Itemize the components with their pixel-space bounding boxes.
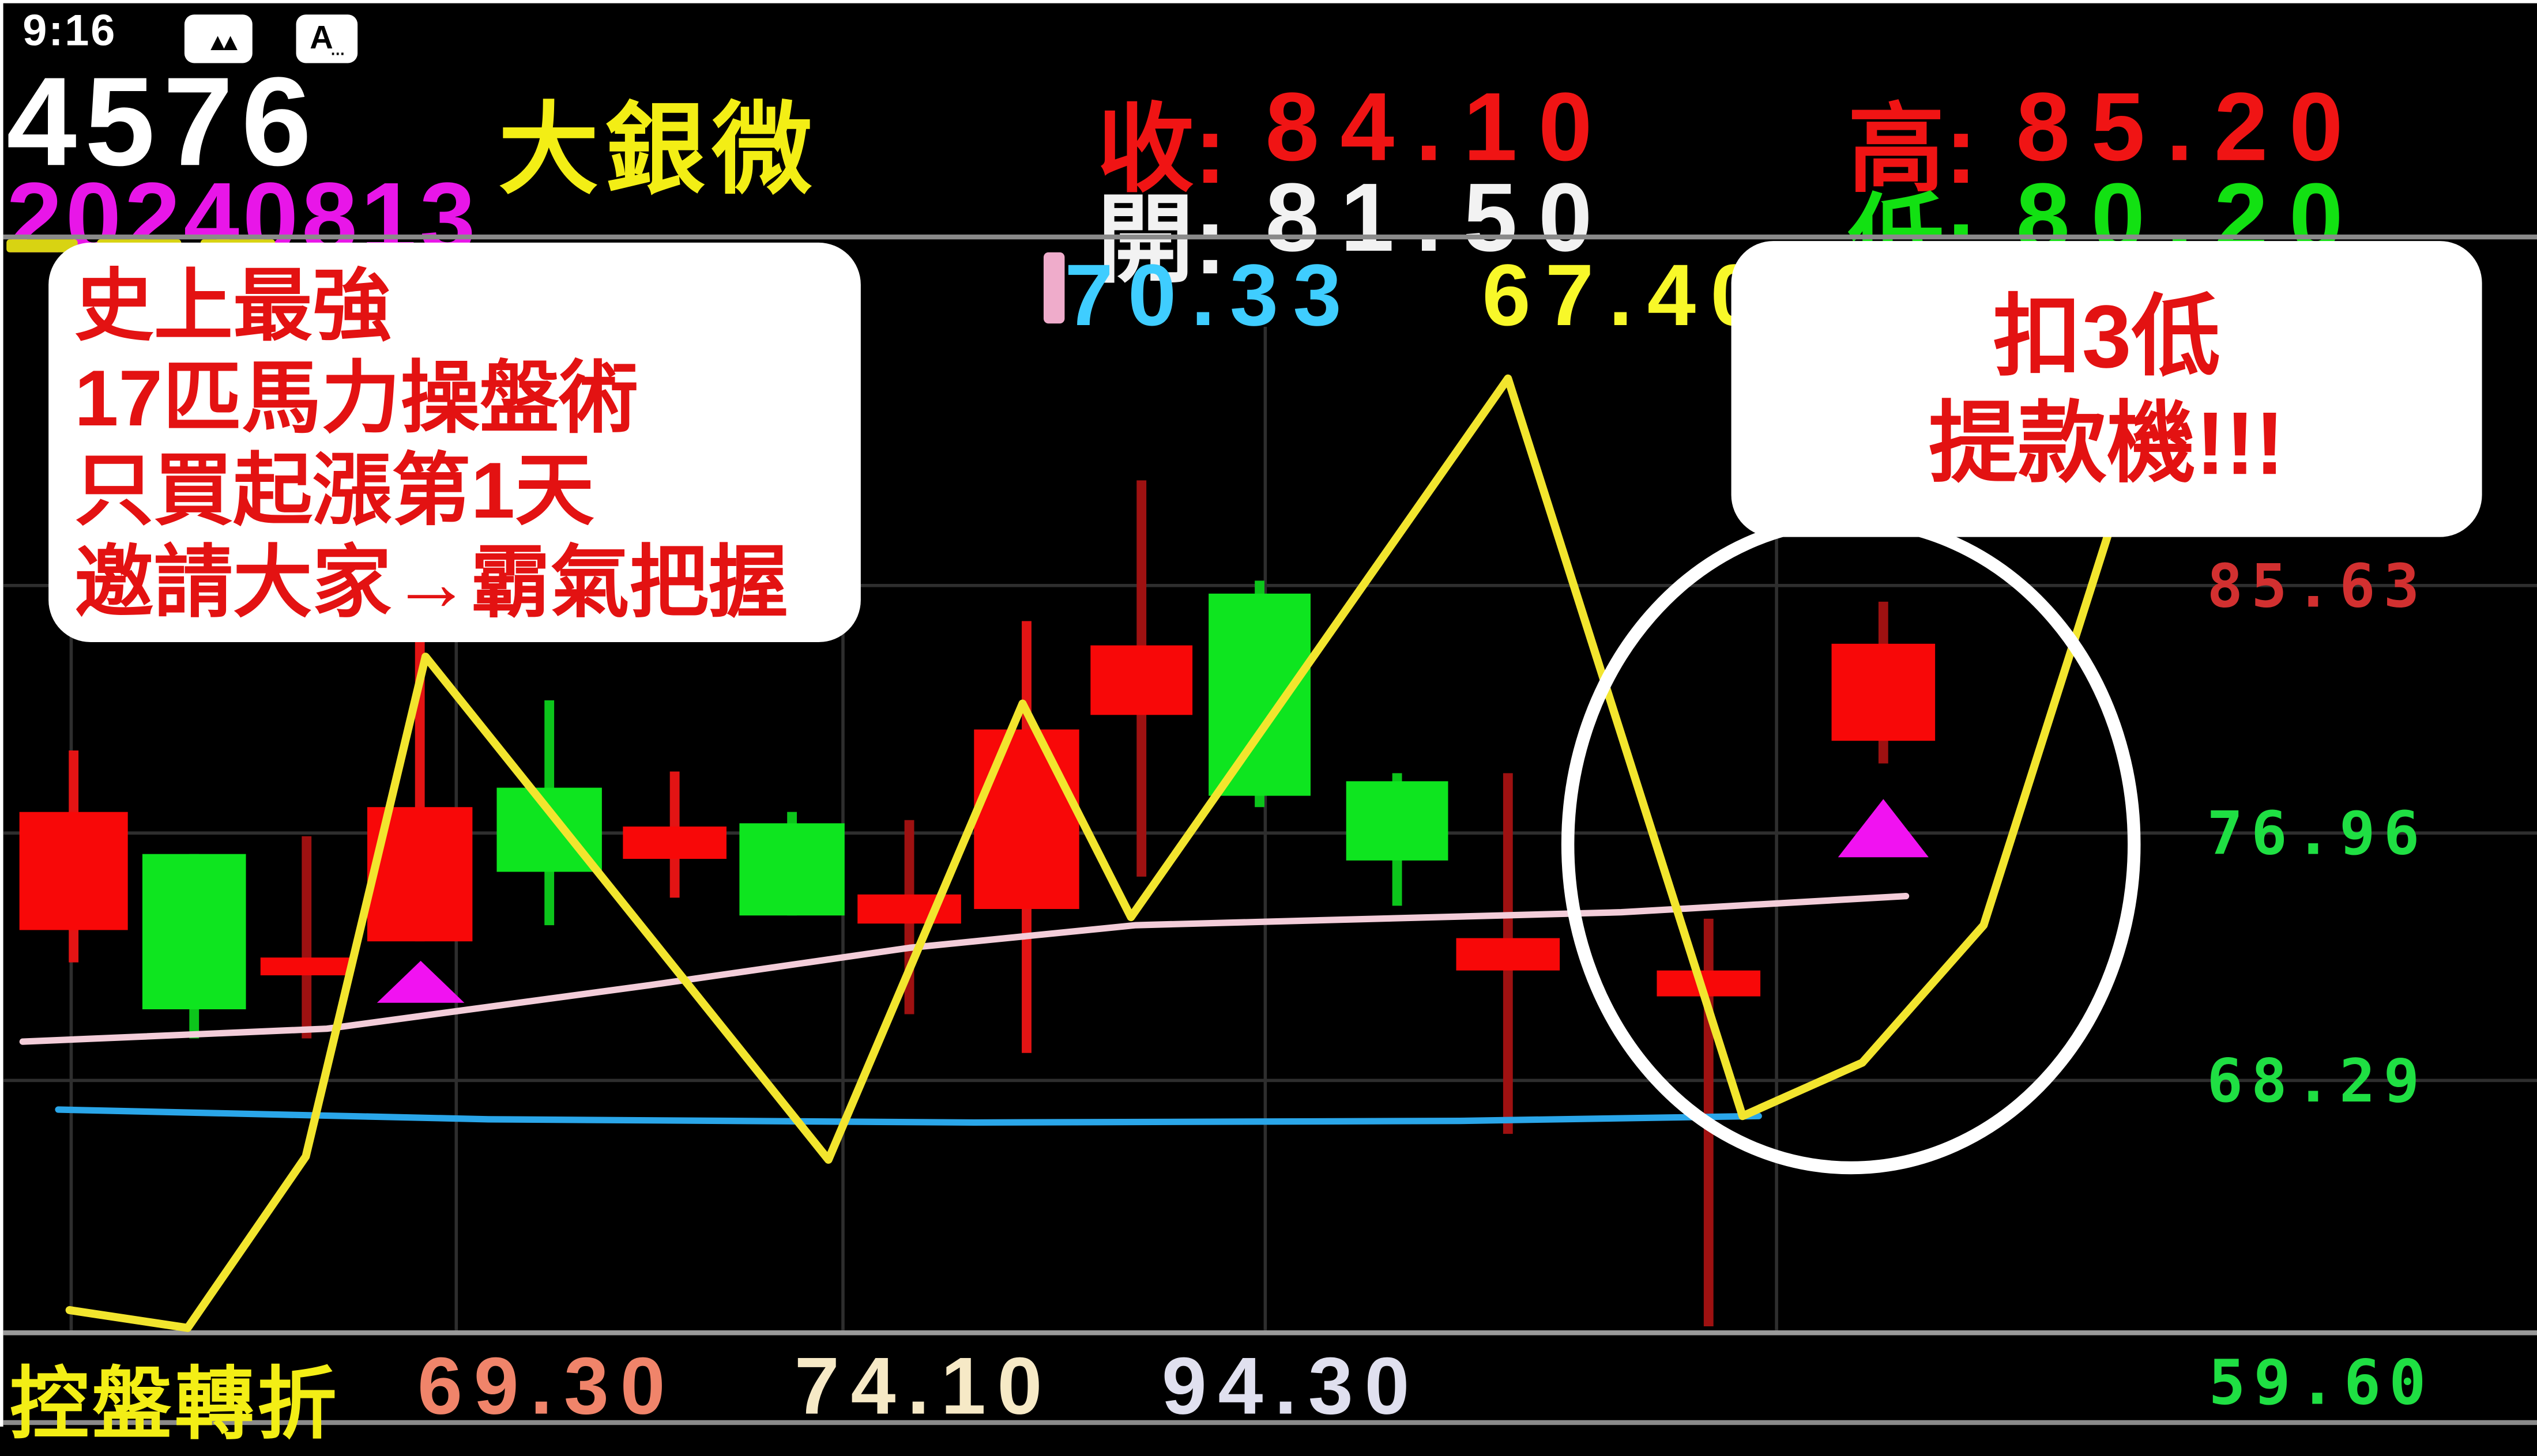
bottom-divider xyxy=(3,1420,2537,1425)
high-value: 85.20 xyxy=(2016,73,2365,182)
candle-body-up xyxy=(260,957,353,976)
annotation-box-left: 史上最強 17匹馬力操盤術 只買起漲第1天 邀請大家→霸氣把握 xyxy=(48,242,861,643)
turn-indicator-label: 控盤轉折 xyxy=(9,1361,340,1450)
candle-body-down xyxy=(1346,781,1448,861)
stock-code: 4576 xyxy=(6,50,320,193)
open-price-group: 開: 81.50 xyxy=(1097,162,1614,303)
turn-level-value: 74.10 xyxy=(794,1341,1054,1432)
ma-line-blue xyxy=(55,1106,1762,1126)
candle-body-up xyxy=(19,812,128,930)
turn-level-value: 59.60 xyxy=(2208,1347,2434,1419)
buy-signal-triangle xyxy=(1838,799,1929,858)
price-axis-label: 85.63 xyxy=(2207,551,2428,621)
annotation-line: 扣3低 xyxy=(1993,285,2220,386)
turn-level-value: 94.30 xyxy=(1161,1341,1421,1432)
high-price-group: 高: 85.20 xyxy=(1848,71,2365,212)
candle-body-down xyxy=(142,854,246,1010)
candle-body-up xyxy=(974,729,1079,910)
header-divider xyxy=(3,234,2537,240)
close-label: 收: xyxy=(1097,95,1226,204)
price-axis-label: 68.29 xyxy=(2207,1046,2428,1116)
annotation-line: 提款機!!! xyxy=(1928,392,2285,493)
status-time: 9:16 xyxy=(22,6,117,55)
annotation-line: 17匹馬力操盤術 xyxy=(74,356,639,443)
photo-icon: ▲▲ xyxy=(184,14,253,63)
close-value: 84.10 xyxy=(1265,73,1614,182)
candle-body-up xyxy=(1831,643,1936,741)
stock-name: 大銀微 xyxy=(498,95,819,208)
turn-zigzag-line xyxy=(65,374,2114,1332)
annotation-line: 邀請大家→霸氣把握 xyxy=(74,540,788,628)
candle-body-up xyxy=(1090,645,1193,715)
covered-text-fragment xyxy=(6,239,78,252)
buy-signal-triangle xyxy=(377,960,465,1003)
ma-yellow-value: 67.40 xyxy=(1482,247,1774,345)
candle-body-down xyxy=(739,823,845,916)
high-label: 高: xyxy=(1847,95,1978,204)
close-price-group: 收: 84.10 xyxy=(1097,71,1614,212)
ma-blue-value: 70.33 xyxy=(1064,247,1356,345)
text-a-icon-glyph: A xyxy=(310,21,333,57)
price-axis-label: 76.96 xyxy=(2207,799,2428,869)
covered-text-fragment xyxy=(1043,252,1065,324)
open-value: 81.50 xyxy=(1265,163,1614,272)
open-label: 開: xyxy=(1097,186,1226,295)
text-a-icon: A... xyxy=(296,14,358,63)
candle-body-up xyxy=(1456,938,1560,971)
candle-body-down xyxy=(1209,593,1311,796)
annotation-box-right: 扣3低 提款機!!! xyxy=(1731,241,2482,537)
candlestick-chart-canvas[interactable] xyxy=(3,3,2537,1430)
annotation-line: 史上最強 xyxy=(74,263,392,351)
annotation-line: 只買起漲第1天 xyxy=(74,448,594,535)
turn-level-value: 69.30 xyxy=(417,1341,677,1432)
text-a-icon-dots: ... xyxy=(330,33,345,60)
candle-body-up xyxy=(857,894,961,924)
candle-body-up xyxy=(1657,970,1761,997)
candle-body-up xyxy=(623,826,727,859)
